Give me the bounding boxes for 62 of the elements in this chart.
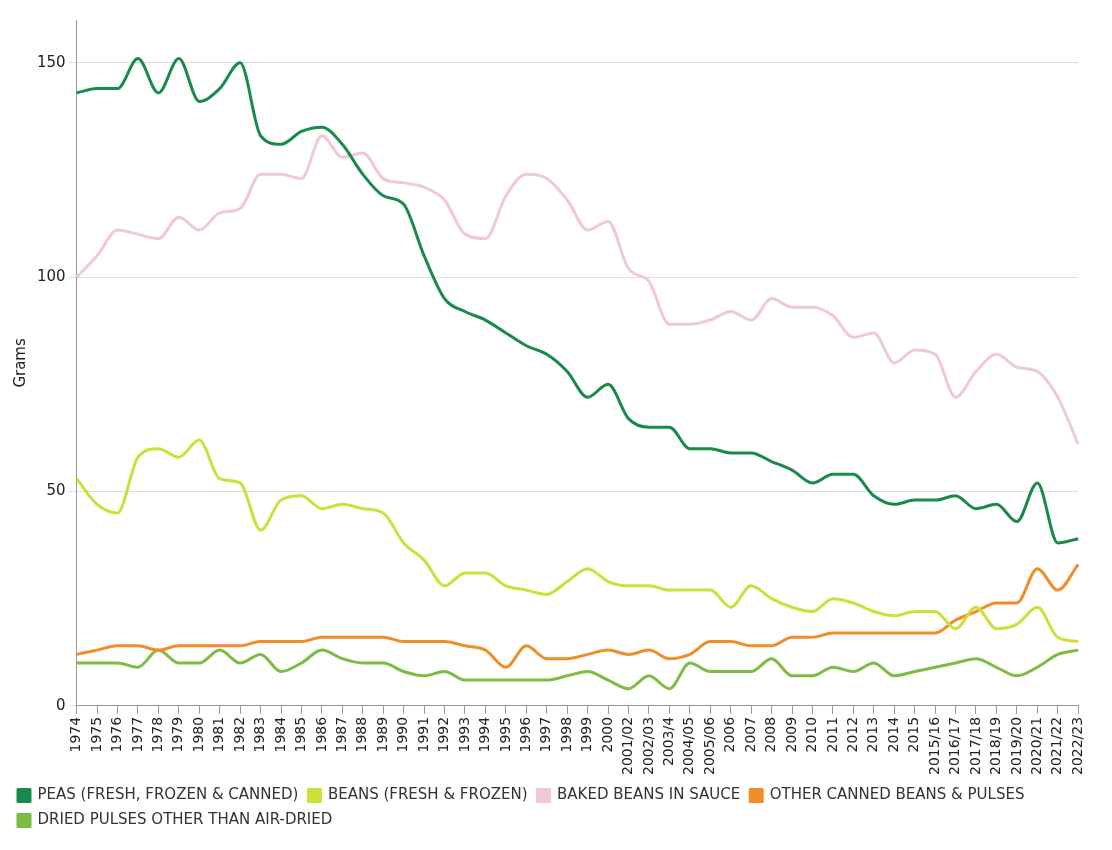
line-series xyxy=(75,562,1080,669)
x-tick-label: 1989 xyxy=(373,716,390,753)
x-tick-label: 1988 xyxy=(353,716,370,753)
x-tick-label: 2004/05 xyxy=(680,716,697,776)
x-tick-label: 2013 xyxy=(864,716,881,753)
x-tick-label: 2016/17 xyxy=(946,716,963,776)
x-tick-label: 2007 xyxy=(741,716,758,753)
x-tick-label: 2003/4 xyxy=(660,716,677,767)
legend-label: BEANS (FRESH & FROZEN) xyxy=(327,785,528,804)
x-tick-label: 2011 xyxy=(823,716,840,753)
x-tick-label: 1996 xyxy=(516,716,533,753)
x-tick-label: 1974 xyxy=(67,716,84,753)
legend-label: DRIED PULSES OTHER THAN AIR-DRIED xyxy=(37,810,333,829)
y-tick-label: 100 xyxy=(36,267,66,286)
legend-label: PEAS (FRESH, FROZEN & CANNED) xyxy=(37,785,299,804)
x-tick-label: 1977 xyxy=(128,716,145,753)
x-tick-label: 2001/02 xyxy=(619,716,636,776)
x-tick-label: 2002/03 xyxy=(639,716,656,776)
x-tick-label: 2012 xyxy=(844,716,860,753)
x-tick-label: 2008 xyxy=(762,716,779,753)
y-tick-label: 50 xyxy=(46,481,66,500)
x-tick-label: 1976 xyxy=(108,716,125,753)
x-tick-label: 1992 xyxy=(435,716,452,753)
x-tick-label: 2000 xyxy=(598,716,615,753)
x-tick-label: 1991 xyxy=(414,716,431,753)
x-tick-label: 2015 xyxy=(905,716,922,753)
x-tick-label: 2017/18 xyxy=(966,716,983,776)
legend-label: BAKED BEANS IN SAUCE xyxy=(557,785,741,804)
x-tick-label: 2021/22 xyxy=(1048,716,1065,776)
x-tick-label: 2009 xyxy=(782,716,799,753)
x-tick-label: 1983 xyxy=(251,716,268,753)
y-axis-title: Grams xyxy=(10,338,29,388)
x-tick-label: 1978 xyxy=(149,716,166,753)
x-tick-label: 1994 xyxy=(476,716,493,753)
x-tick-label: 1990 xyxy=(394,716,411,753)
x-tick-label: 1993 xyxy=(455,716,472,753)
x-tick-label: 1980 xyxy=(189,716,206,753)
x-tick-label: 1986 xyxy=(312,716,329,753)
x-tick-label: 1982 xyxy=(230,716,247,753)
line-series xyxy=(75,648,1080,691)
x-tick-label: 1995 xyxy=(496,716,513,753)
x-tick-label: 1975 xyxy=(87,716,104,753)
legend-label: OTHER CANNED BEANS & PULSES xyxy=(769,785,1025,804)
x-tick-label: 1999 xyxy=(578,716,595,753)
x-tick-label: 2014 xyxy=(884,716,901,753)
x-tick-label: 1979 xyxy=(169,716,186,753)
x-tick-label: 2006 xyxy=(721,716,738,753)
x-tick-label: 1998 xyxy=(557,716,574,753)
x-tick-label: 1997 xyxy=(537,716,554,753)
x-tick-label: 2020/21 xyxy=(1027,716,1044,776)
x-tick-label: 2010 xyxy=(803,716,820,753)
x-tick-label: 1984 xyxy=(271,716,288,753)
x-tick-label: 2019/20 xyxy=(1007,716,1024,776)
x-tick-label: 1985 xyxy=(292,716,309,753)
x-tick-label: 1987 xyxy=(332,716,349,753)
x-tick-label: 2018/19 xyxy=(987,716,1004,776)
x-tick-label: 2015/16 xyxy=(925,716,942,776)
y-tick-label: 150 xyxy=(36,52,66,71)
x-tick-label: 1981 xyxy=(210,716,227,753)
x-tick-label: 2022/23 xyxy=(1068,716,1085,776)
y-tick-label: 0 xyxy=(56,695,66,714)
x-tick-label: 2005/06 xyxy=(700,716,717,776)
